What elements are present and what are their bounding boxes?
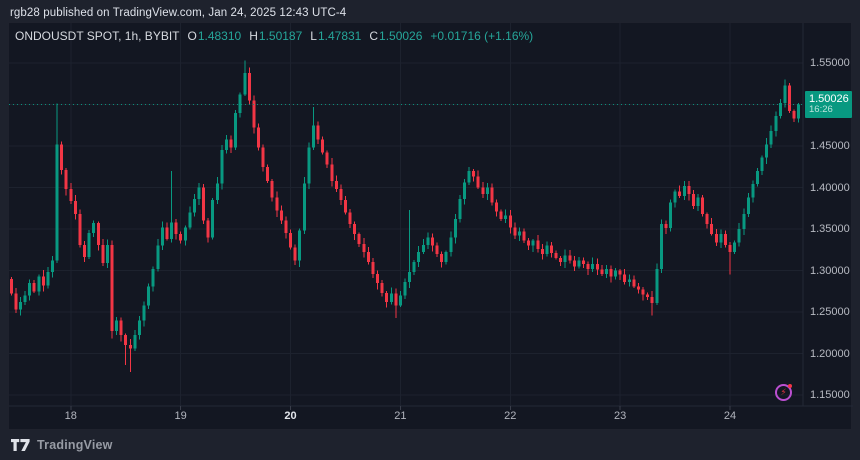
ohlc-close: C 1.50026 (369, 29, 423, 43)
ohlc-open: O 1.48310 (187, 29, 242, 43)
last-price-value: 1.50026 (809, 93, 849, 106)
candlestick-chart[interactable] (9, 23, 853, 431)
price-axis-label: 1.30000 (810, 264, 850, 277)
footer-bar: TradingView (0, 430, 860, 460)
tradingview-link[interactable]: TradingView (11, 438, 113, 452)
ohlc-low: L 1.47831 (310, 29, 362, 43)
time-axis-label: 20 (284, 410, 297, 422)
publish-info-text: rgb28 published on TradingView.com, Jan … (10, 7, 347, 19)
time-axis-label: 22 (504, 410, 517, 422)
price-axis-label: 1.40000 (810, 181, 850, 194)
time-axis-label: 24 (723, 410, 737, 422)
last-price-time: 16:26 (809, 104, 833, 116)
time-axis-label: 18 (64, 410, 77, 422)
symbol-title: ONDOUSDT SPOT, 1h, BYBIT (15, 29, 180, 43)
tradingview-logo-icon (11, 439, 30, 451)
chart-panel: ONDOUSDT SPOT, 1h, BYBIT O 1.48310 H 1.5… (8, 22, 853, 431)
price-axis-label: 1.35000 (810, 223, 850, 235)
ohlc-high: H 1.50187 (249, 29, 303, 43)
price-axis-label: 1.45000 (810, 140, 850, 152)
price-axis-label: 1.15000 (810, 389, 850, 401)
price-axis-label: 1.55000 (810, 57, 850, 69)
last-price-badge: 1.50026 16:26 (805, 90, 852, 118)
publish-info: rgb28 published on TradingView.com, Jan … (10, 4, 346, 22)
price-axis-label: 1.20000 (810, 347, 850, 360)
price-axis-label: 1.25000 (810, 306, 850, 318)
price-change: +0.01716 (+1.16%) (430, 29, 534, 43)
flash-boost-icon[interactable]: ⚡ (775, 384, 792, 401)
lightning-icon: ⚡ (780, 387, 787, 397)
time-axis-label: 19 (174, 410, 187, 422)
time-axis-label: 23 (614, 410, 627, 422)
symbol-legend: ONDOUSDT SPOT, 1h, BYBIT O 1.48310 H 1.5… (15, 29, 533, 43)
tradingview-brand-text: TradingView (37, 438, 113, 452)
time-axis-label: 21 (394, 410, 407, 422)
